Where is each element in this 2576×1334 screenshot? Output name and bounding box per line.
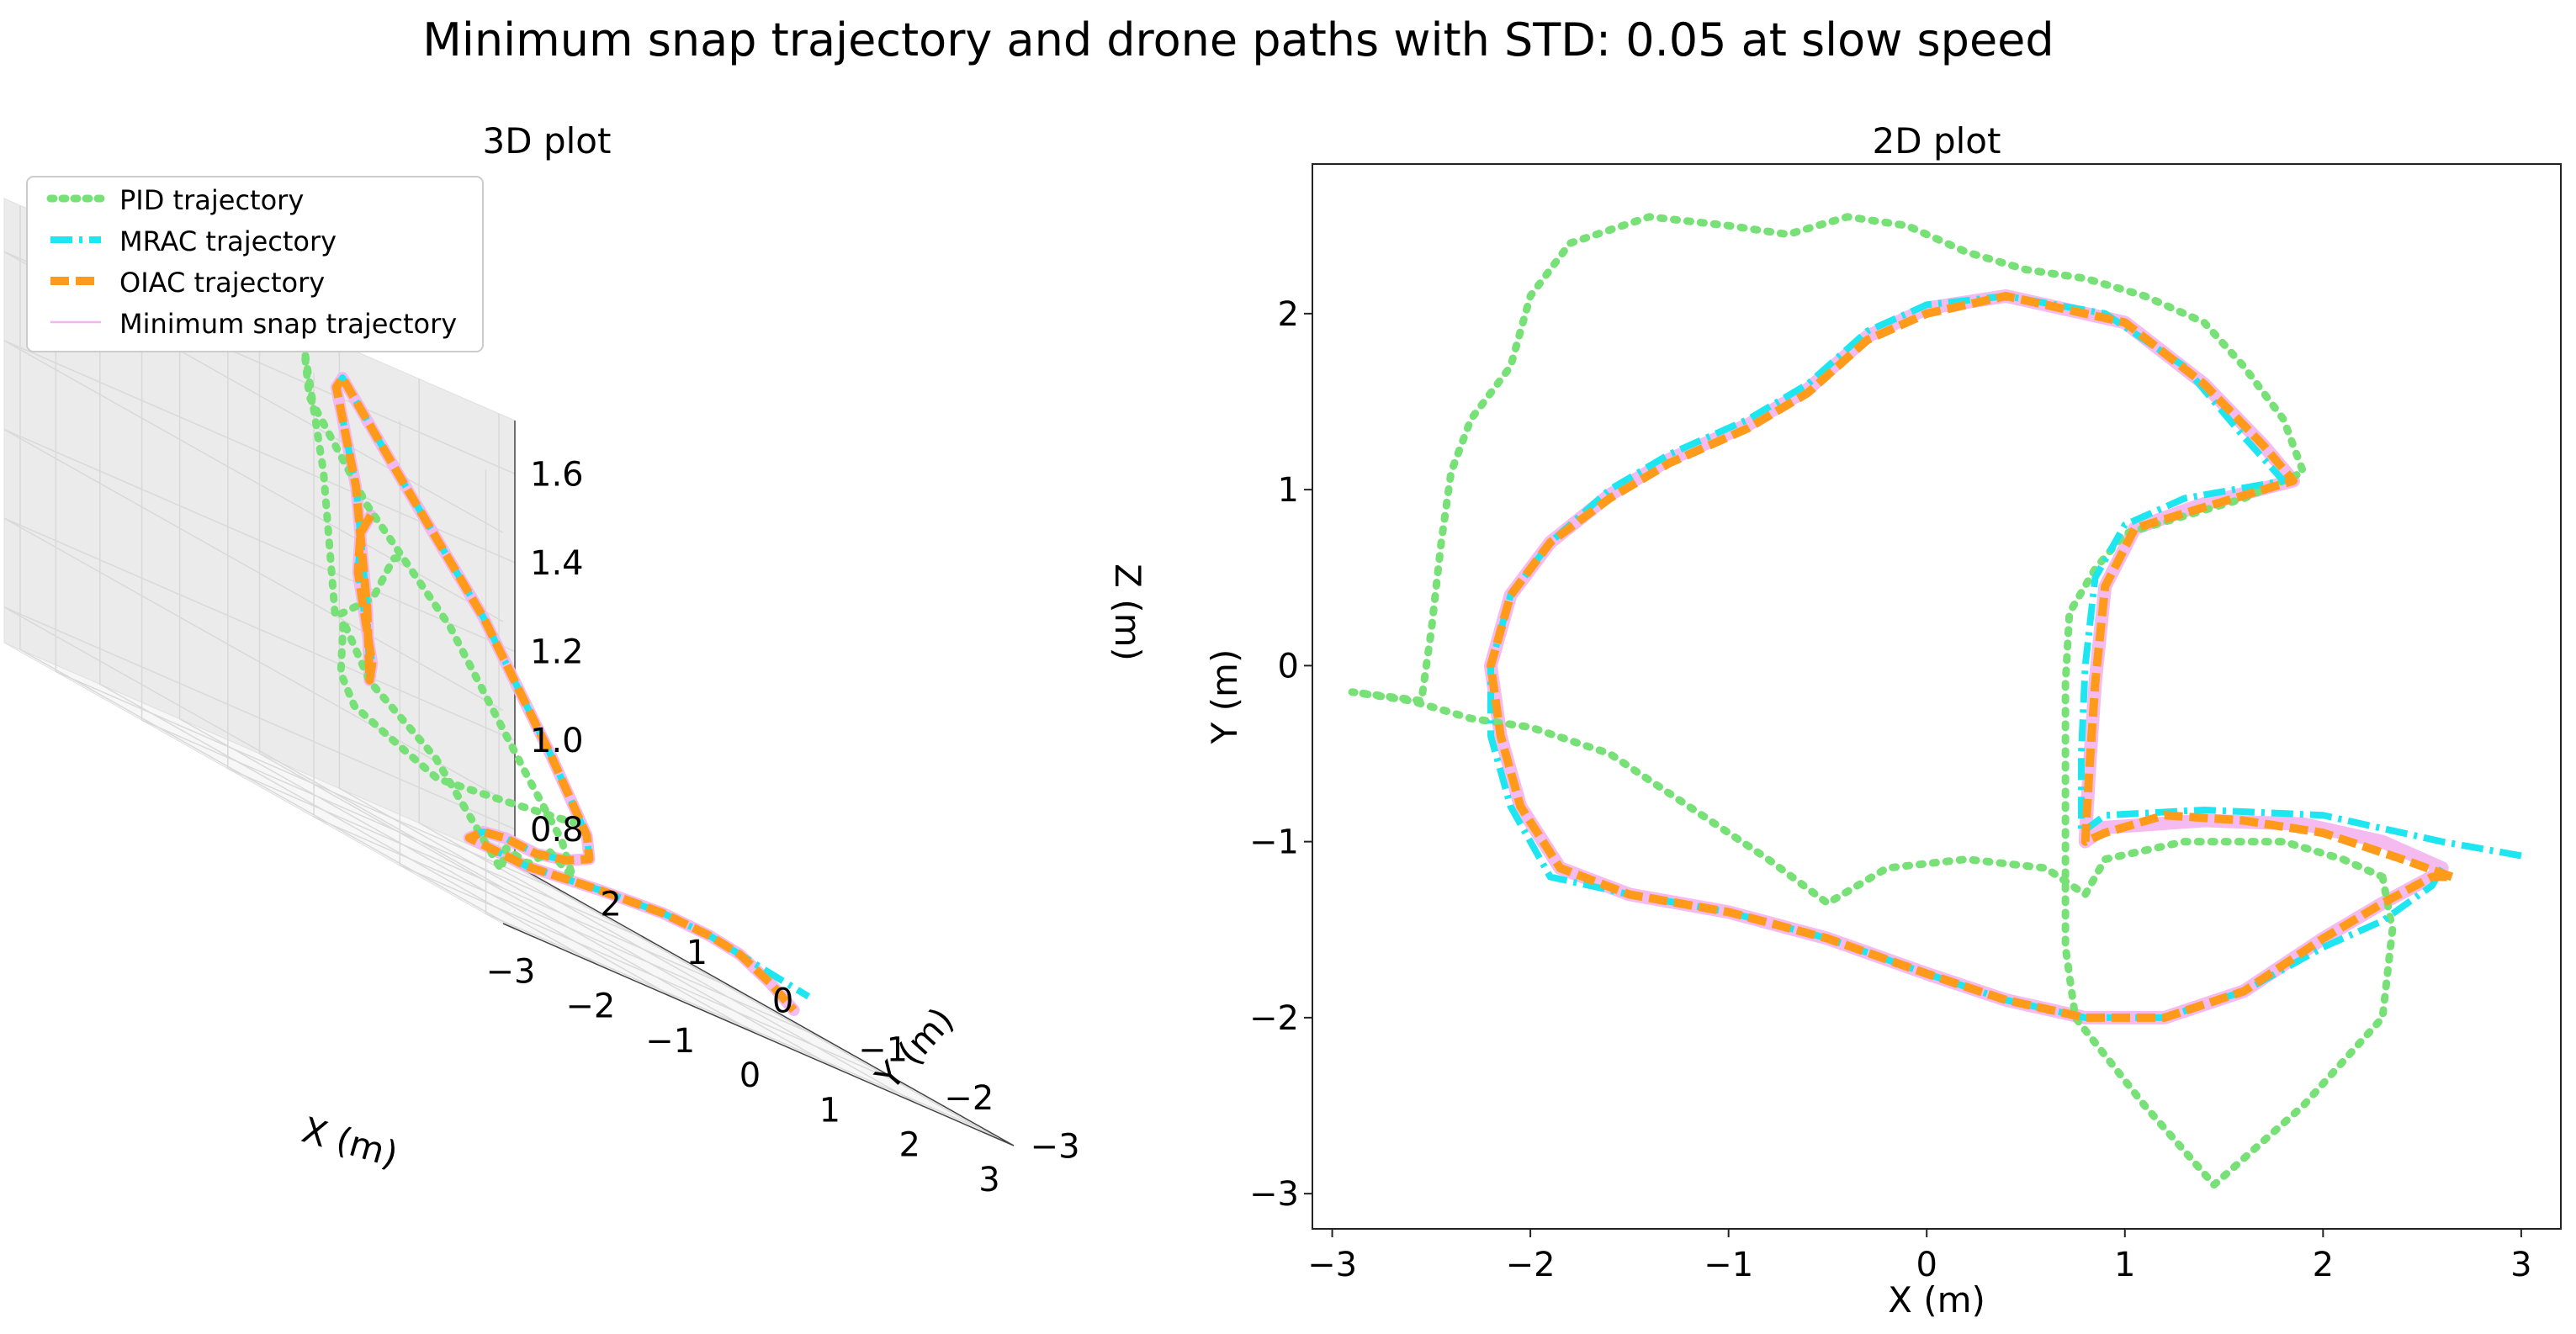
plot-3d-xlabel: X (m) bbox=[298, 1109, 403, 1176]
y-tick-label-3: −3 bbox=[1031, 1127, 1080, 1166]
y-tick-label-2: 2 bbox=[600, 886, 621, 924]
y-tick-label-0: 0 bbox=[1278, 647, 1299, 686]
plot-2d-ylabel: Y (m) bbox=[1204, 649, 1245, 745]
grid-x-floor bbox=[99, 683, 600, 966]
grid-y-floor bbox=[56, 670, 567, 895]
grid-y-floor bbox=[313, 816, 825, 1040]
z-tick-label-1-6: 1.6 bbox=[530, 455, 584, 494]
series-3d-oiac bbox=[331, 373, 798, 1014]
x-tick-label-2: −2 bbox=[565, 987, 615, 1026]
grid-y-floor bbox=[141, 719, 653, 943]
z-tick-label-1-2: 1.2 bbox=[530, 633, 584, 672]
plot-3d-title: 3D plot bbox=[483, 120, 612, 161]
x-tick-label-1: −1 bbox=[645, 1022, 695, 1061]
plot-2d-ticks: −3 −2 −1 0 1 2 3 −3 −2 −1 0 1 2 bbox=[1249, 295, 2532, 1284]
y-tick-label-1: 1 bbox=[1278, 471, 1299, 510]
x-axis-line bbox=[502, 923, 1015, 1146]
grid-x-floor bbox=[259, 753, 759, 1035]
x-tick-label-2: 2 bbox=[898, 1126, 920, 1165]
x-tick-label-0: 0 bbox=[739, 1056, 761, 1095]
legend-oiac-label: OIAC trajectory bbox=[119, 267, 325, 299]
y-tick-label-0: 0 bbox=[772, 982, 793, 1021]
y-tick-label-3: −3 bbox=[1249, 1175, 1299, 1214]
grid-z-back bbox=[3, 606, 516, 830]
legend-mrac-label: MRAC trajectory bbox=[119, 225, 337, 257]
series-2d-oiac bbox=[1487, 291, 2454, 1022]
grid-x-floor bbox=[338, 787, 839, 1070]
grid-x-floor bbox=[179, 718, 680, 1001]
legend-snap-label: Minimum snap trajectory bbox=[119, 308, 457, 340]
grid-y-floor bbox=[227, 768, 739, 992]
plot-2d-title: 2D plot bbox=[1873, 120, 2001, 161]
plot-3d-series-layer bbox=[299, 341, 811, 1016]
y-tick-label-2: −2 bbox=[1249, 999, 1299, 1038]
plot-3d-tick-labels: −3 −2 −1 0 1 2 3 −3 −2 −1 0 1 2 0.8 1.0 1.2 1.4 1.6 bbox=[485, 455, 1079, 1199]
y-tick-label-1: 1 bbox=[686, 934, 708, 972]
x-tick-label-3: 3 bbox=[978, 1161, 999, 1199]
x-tick-label-3: −3 bbox=[485, 952, 535, 991]
y-axis-line bbox=[514, 864, 1015, 1146]
grid-y-floor bbox=[485, 913, 997, 1137]
grid-x-floor bbox=[19, 648, 520, 931]
x-tick-label-3: −3 bbox=[1307, 1246, 1357, 1284]
x-tick-label-1: 1 bbox=[2114, 1246, 2135, 1284]
grid-x-floor bbox=[498, 857, 999, 1140]
y-tick-label-2: 2 bbox=[1278, 295, 1299, 334]
grid-z-left bbox=[3, 428, 504, 712]
grid-z-left bbox=[3, 517, 504, 800]
plot-2d-series-layer bbox=[1348, 213, 2522, 1189]
x-tick-label-1: 1 bbox=[819, 1091, 840, 1130]
grid-z-back bbox=[3, 428, 516, 653]
grid-z-left bbox=[3, 606, 504, 889]
plot-2d-xlabel: X (m) bbox=[1888, 1279, 1985, 1321]
x-tick-label-2: −2 bbox=[1506, 1246, 1556, 1284]
y-tick-label-1: −1 bbox=[858, 1030, 908, 1069]
figure-suptitle: Minimum snap trajectory and drone paths … bbox=[422, 13, 2054, 66]
grid-z-back bbox=[3, 517, 516, 741]
y-tick-label-2: −2 bbox=[944, 1079, 994, 1118]
plot-2d: 2D plot −3 −2 −1 0 1 2 3 −3 −2 −1 0 1 2 X (m) Y (m) bbox=[1204, 120, 2562, 1321]
plot-3d-zlabel: Z (m) bbox=[1107, 564, 1148, 661]
legend-box bbox=[26, 176, 484, 352]
z-tick-label-1-4: 1.4 bbox=[530, 544, 584, 583]
z-tick-label-1-0: 1.0 bbox=[530, 722, 584, 760]
grid-y-floor bbox=[400, 865, 911, 1088]
x-tick-label-3: 3 bbox=[2510, 1246, 2531, 1284]
series-2d-pid bbox=[1348, 213, 2397, 1189]
legend-pid-label: PID trajectory bbox=[119, 184, 304, 216]
plot-3d: 3D plot −3 −2 −1 0 1 2 3 −3 −2 −1 0 1 2 0.8 1.0 1.2 1.4 1… bbox=[3, 120, 1148, 1199]
legend: PID trajectory MRAC trajectory OIAC traj… bbox=[26, 176, 484, 352]
grid-z-left bbox=[3, 340, 504, 622]
x-tick-label-1: −1 bbox=[1704, 1246, 1753, 1284]
x-tick-label-0: 0 bbox=[1916, 1246, 1937, 1284]
y-tick-label-1: −1 bbox=[1249, 823, 1299, 862]
grid-x-floor bbox=[418, 822, 919, 1105]
z-tick-label-0-8: 0.8 bbox=[530, 811, 584, 850]
x-tick-label-2: 2 bbox=[2313, 1246, 2334, 1284]
